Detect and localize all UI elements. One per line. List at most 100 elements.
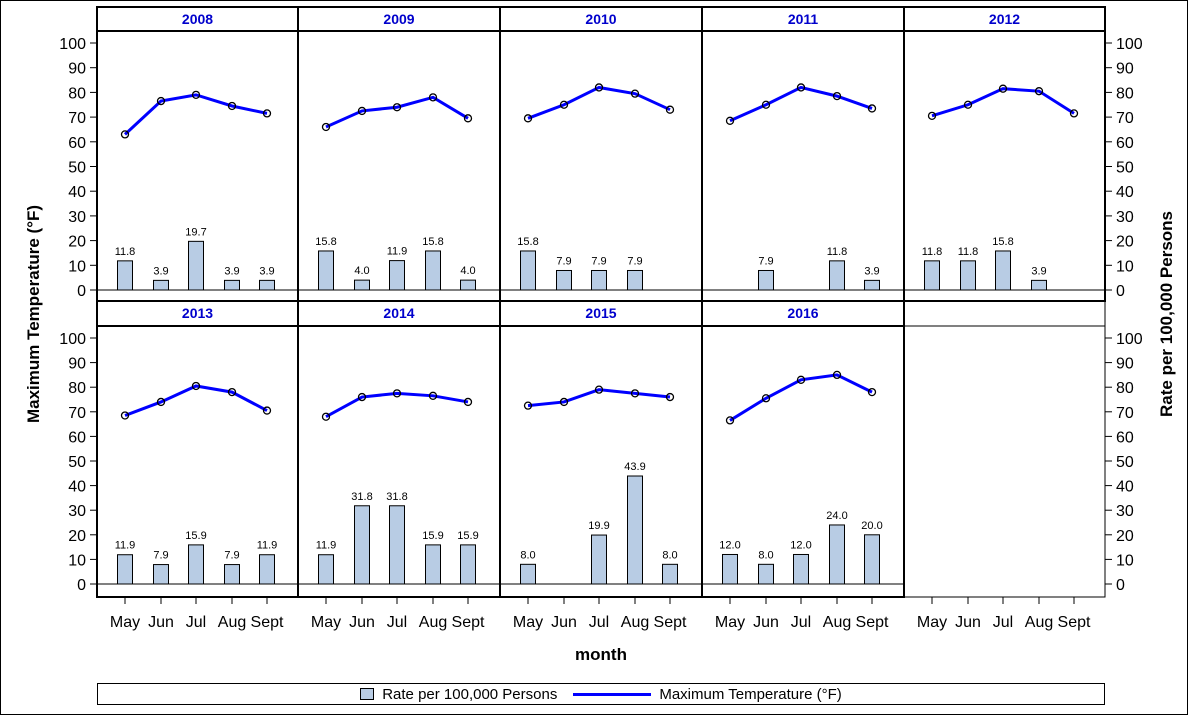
temperature-point: [630, 89, 640, 98]
rate-data-label: 7.9: [627, 255, 642, 267]
panel-year-label: 2016: [787, 305, 818, 321]
temperature-line: [325, 391, 469, 419]
x-tick-label: Aug: [823, 614, 851, 631]
y-tick-label-left: 50: [68, 454, 86, 471]
x-tick-label: Jul: [791, 614, 811, 631]
temperature-line: [527, 85, 671, 120]
rate-bar: [425, 250, 441, 291]
rate-data-label: 11.8: [827, 246, 848, 258]
y-tick-label-right: 50: [1116, 160, 1134, 177]
y-tick-label-right: 0: [1116, 283, 1125, 300]
legend-label-rate: Rate per 100,000 Persons: [382, 685, 558, 703]
x-tick-label: Jul: [993, 614, 1013, 631]
x-tick-label: Sept: [856, 614, 889, 631]
x-tick-label: Jul: [589, 614, 609, 631]
rate-data-label: 15.9: [185, 530, 206, 542]
temperature-line: [729, 373, 873, 422]
x-tick-label: Aug: [419, 614, 447, 631]
rate-bar: [662, 563, 678, 585]
panel-year-label: 2010: [585, 11, 616, 27]
temperature-point: [665, 392, 675, 402]
y-tick-label-left: 90: [68, 61, 86, 78]
x-tick-label: Sept: [1058, 614, 1091, 631]
rate-data-label: 19.7: [185, 226, 206, 238]
rate-data-label: 3.9: [153, 265, 168, 277]
y-tick-label-right: 70: [1116, 405, 1134, 422]
y-axis-title-right: Rate per 100,000 Persons: [1157, 211, 1176, 417]
temperature-point: [120, 411, 130, 420]
legend-swatch-rate: [360, 688, 375, 700]
temperature-point: [559, 100, 569, 109]
temperature-line: [527, 388, 671, 408]
temperature-point: [357, 392, 367, 402]
y-tick-label-right: 60: [1116, 135, 1134, 152]
x-tick-label: Sept: [654, 614, 687, 631]
rate-data-label: 31.8: [351, 491, 372, 503]
rate-data-label: 15.9: [422, 530, 443, 542]
temperature-point: [594, 385, 604, 394]
legend-item-temp: Maximum Temperature (°F): [573, 685, 842, 703]
rate-data-label: 8.0: [662, 549, 677, 561]
legend-label-temp: Maximum Temperature (°F): [659, 685, 842, 703]
temperature-point: [428, 391, 438, 400]
temperature-point: [262, 109, 272, 118]
rate-data-label: 12.0: [719, 539, 740, 551]
rate-bar: [864, 534, 880, 585]
y-tick-label-right: 20: [1116, 528, 1134, 545]
y-tick-label-left: 10: [68, 552, 86, 569]
rate-data-label: 11.9: [257, 540, 278, 552]
temperature-point: [321, 122, 331, 132]
rate-bar: [354, 505, 370, 585]
rate-bar: [591, 269, 607, 291]
rate-data-label: 3.9: [224, 265, 239, 277]
rate-bar: [591, 534, 607, 585]
y-tick-label-right: 90: [1116, 356, 1134, 373]
y-tick-label-left: 80: [68, 85, 86, 102]
rate-bar: [117, 554, 133, 585]
panel-year-label: 2009: [383, 11, 414, 27]
rate-bar: [188, 544, 204, 585]
rate-bar: [259, 554, 275, 585]
panel-frame: [701, 30, 905, 302]
rate-bar: [627, 475, 643, 585]
temperature-point: [665, 105, 675, 114]
panel-year-label: 2013: [182, 305, 213, 321]
panel-year-label: 2011: [788, 11, 819, 27]
rate-data-label: 19.9: [588, 520, 609, 532]
rate-data-label: 7.9: [591, 255, 606, 267]
temperature-point: [156, 96, 166, 106]
rate-bar: [354, 279, 370, 291]
rate-data-label: 11.8: [958, 246, 979, 258]
rate-data-label: 3.9: [1031, 265, 1046, 277]
rate-bar: [389, 260, 405, 291]
panel-year-label: 2015: [585, 305, 616, 321]
y-tick-label-left: 50: [68, 160, 86, 177]
temperature-point: [227, 101, 237, 111]
y-tick-label-right: 80: [1116, 380, 1134, 397]
temperature-point: [321, 412, 331, 421]
rate-bar: [793, 553, 809, 585]
rate-data-label: 7.9: [153, 550, 168, 562]
temperature-point: [867, 104, 877, 113]
rate-data-label: 7.9: [224, 550, 239, 562]
rate-bar: [389, 505, 405, 585]
rate-bar: [520, 563, 536, 585]
rate-data-label: 7.9: [556, 255, 571, 267]
temperature-point: [428, 93, 438, 102]
y-tick-label-right: 10: [1116, 258, 1134, 275]
rate-bar: [460, 544, 476, 585]
rate-bar: [758, 269, 774, 291]
rate-bar: [318, 250, 334, 291]
x-tick-label: Jul: [186, 614, 206, 631]
rate-data-label: 11.8: [115, 246, 136, 258]
y-tick-label-right: 70: [1116, 110, 1134, 127]
rate-data-label: 15.9: [457, 530, 478, 542]
rate-data-label: 20.0: [861, 520, 882, 532]
temperature-line: [729, 85, 873, 123]
rate-bar: [153, 279, 169, 291]
x-tick-label: May: [917, 614, 947, 631]
rate-bar: [188, 240, 204, 291]
y-tick-label-right: 0: [1116, 577, 1125, 594]
rate-data-label: 3.9: [864, 265, 879, 277]
